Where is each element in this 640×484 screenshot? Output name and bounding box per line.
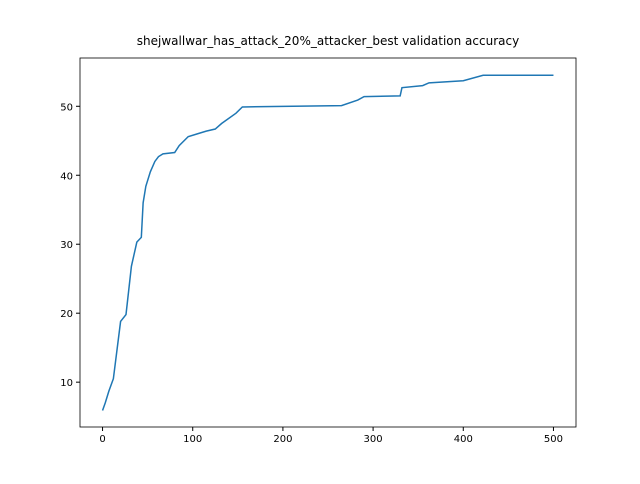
plot-frame <box>79 57 577 428</box>
x-tick-label: 100 <box>183 434 202 445</box>
y-tick-label: 10 <box>60 378 73 389</box>
y-tick-label: 50 <box>60 102 73 113</box>
y-tick-label: 20 <box>60 309 73 320</box>
x-tick-label: 400 <box>454 434 473 445</box>
x-tick-label: 0 <box>99 434 105 445</box>
y-tick-label: 30 <box>60 240 73 251</box>
y-tick-label: 40 <box>60 171 73 182</box>
x-tick-label: 500 <box>544 434 563 445</box>
x-tick-label: 300 <box>364 434 383 445</box>
line <box>101 74 554 411</box>
x-tick-label: 200 <box>273 434 292 445</box>
chart-title: shejwallwar_has_attack_20%_attacker_best… <box>137 34 519 48</box>
